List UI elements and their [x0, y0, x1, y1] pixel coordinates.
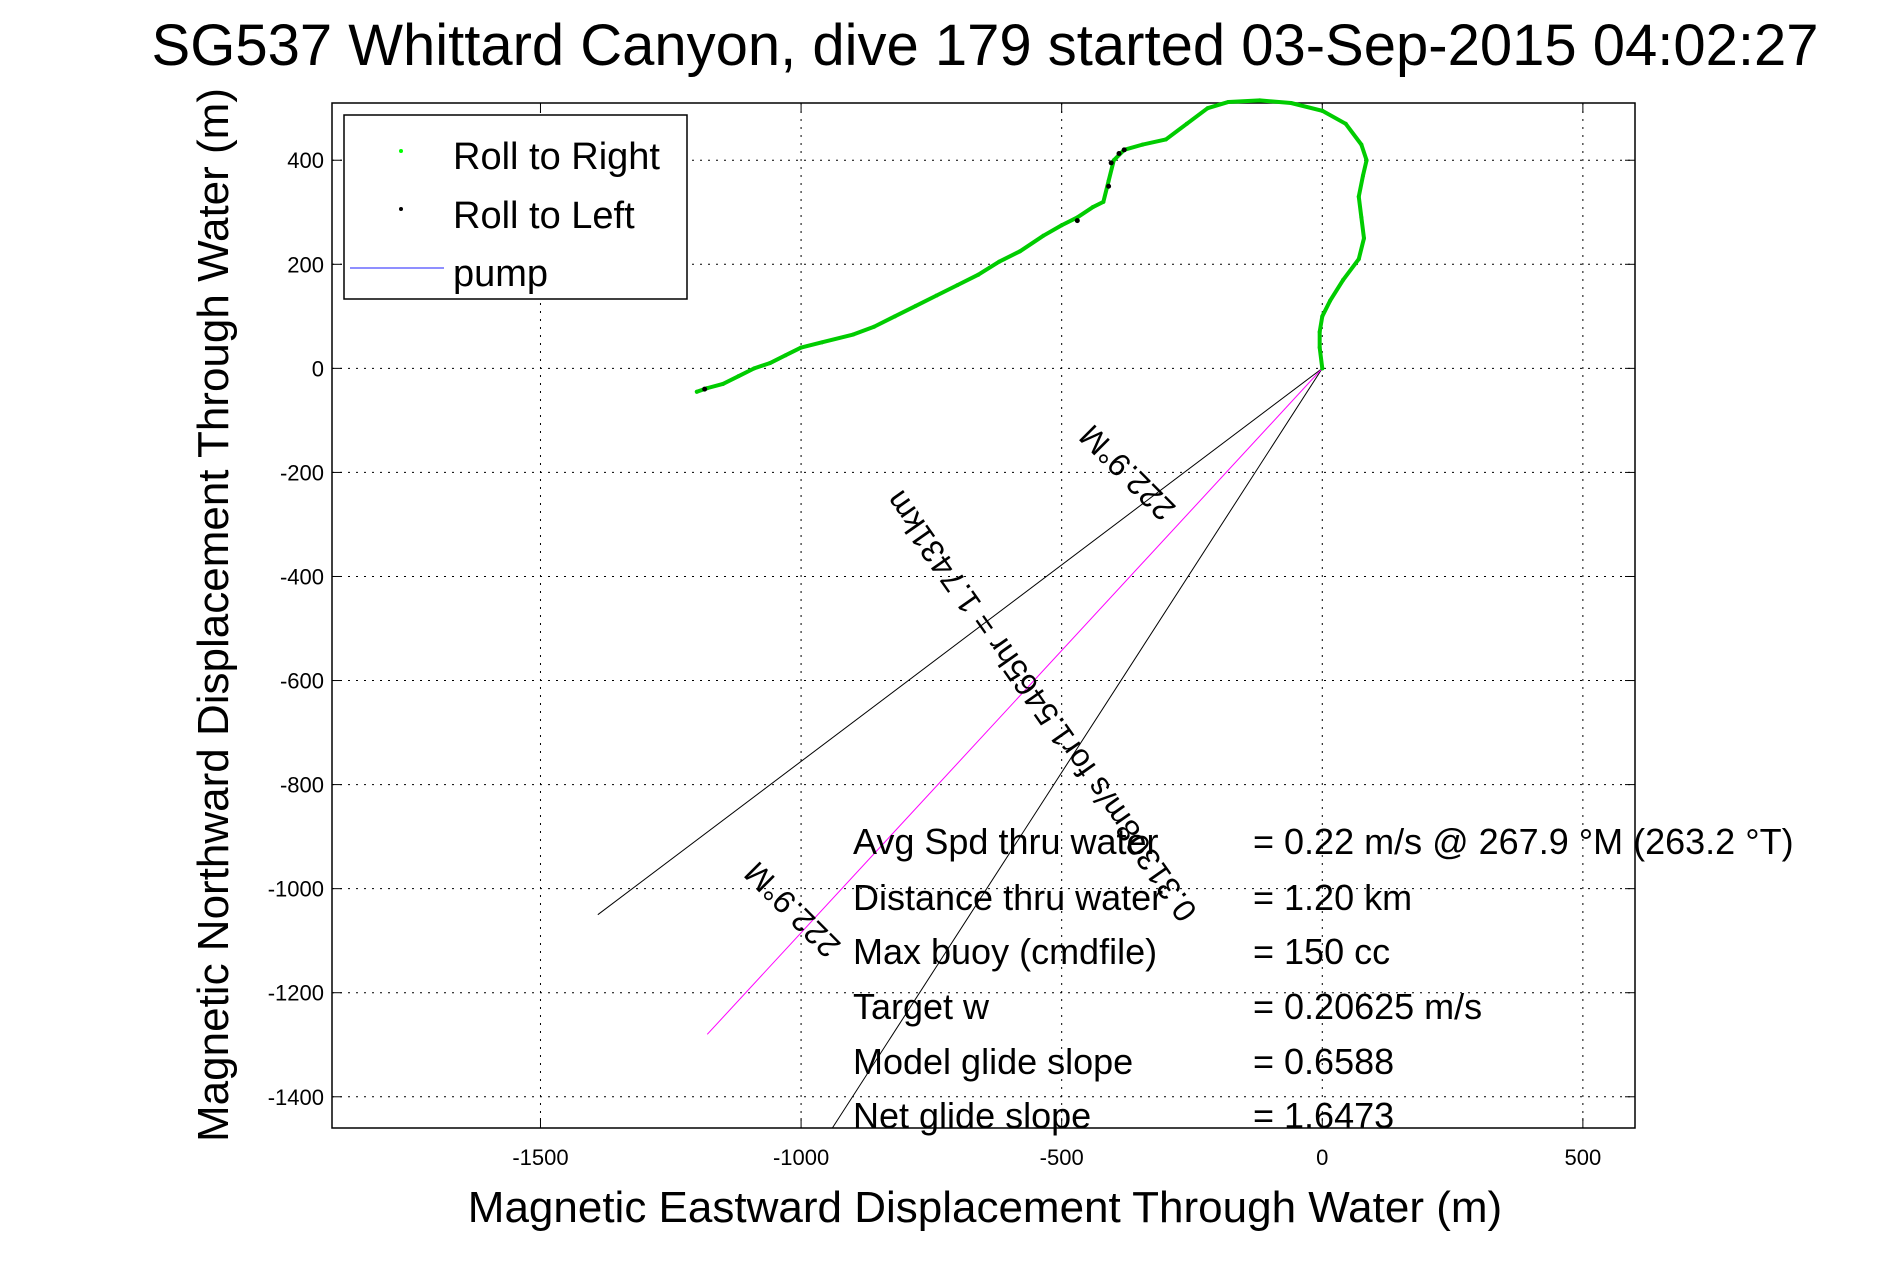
point-roll-right	[1360, 173, 1365, 178]
point-roll-right	[783, 353, 788, 358]
x-tick-label: 0	[1316, 1145, 1328, 1170]
legend-marker-roll-left	[399, 207, 403, 211]
y-axis-label: Magnetic Northward Displacement Through …	[189, 88, 238, 1142]
x-tick-label: 500	[1565, 1145, 1602, 1170]
legend-label-roll-right: Roll to Right	[453, 136, 660, 178]
point-roll-right	[1289, 101, 1294, 105]
point-roll-right	[1356, 194, 1361, 199]
point-roll-right	[1106, 179, 1111, 184]
point-roll-right	[1356, 257, 1361, 262]
x-axis-label: Magnetic Eastward Displacement Through W…	[468, 1183, 1502, 1232]
x-tick-label: -1500	[512, 1145, 568, 1170]
dive-stats: Avg Spd thru water = 0.22 m/s @ 267.9 °M…	[853, 821, 1794, 1136]
y-tick-label: -400	[280, 564, 324, 589]
point-roll-right	[1320, 108, 1325, 113]
point-roll-right	[1184, 121, 1189, 126]
y-tick-label: -200	[280, 460, 324, 485]
stat-label-distance: Distance thru water	[853, 877, 1163, 918]
point-roll-right	[934, 293, 939, 298]
point-roll-left	[702, 386, 708, 392]
heading-label-lower: 222.9°M	[737, 855, 847, 965]
heading-line-limit-2	[831, 368, 1323, 1129]
point-roll-right	[1163, 137, 1168, 142]
y-tick-label: 400	[287, 148, 324, 173]
point-roll-right	[1328, 298, 1333, 303]
point-roll-right	[1317, 345, 1322, 350]
point-roll-left	[1106, 183, 1112, 189]
heading-lines	[597, 367, 1323, 1129]
point-roll-right	[976, 272, 981, 277]
point-roll-right	[736, 374, 741, 379]
point-roll-right	[767, 361, 772, 366]
y-tick-label: 200	[287, 252, 324, 277]
data-series	[694, 98, 1369, 394]
point-roll-right	[851, 332, 856, 337]
point-roll-right	[1359, 142, 1364, 147]
stat-label-net-glide: Net glide slope	[853, 1095, 1091, 1136]
point-roll-right	[1140, 142, 1145, 147]
point-roll-right	[892, 314, 897, 319]
point-roll-right	[1205, 106, 1210, 111]
point-roll-right	[872, 324, 877, 329]
point-roll-right	[1101, 199, 1106, 204]
stat-value-model-glide: = 0.6588	[1253, 1041, 1394, 1082]
y-tick-label: -1400	[268, 1085, 324, 1110]
stat-value-net-glide: = 1.6473	[1253, 1095, 1394, 1136]
y-tick-label: -800	[280, 773, 324, 798]
point-roll-right	[694, 389, 699, 394]
stat-label-max-buoy: Max buoy (cmdfile)	[853, 931, 1157, 972]
point-roll-left	[1074, 218, 1080, 224]
stat-value-distance: = 1.20 km	[1253, 877, 1412, 918]
chart-title: SG537 Whittard Canyon, dive 179 started …	[152, 13, 1819, 78]
point-roll-left	[1116, 150, 1122, 156]
stat-value-avg-speed: = 0.22 m/s @ 267.9 °M (263.2 °T)	[1253, 821, 1794, 862]
stat-value-max-buoy: = 150 cc	[1253, 931, 1390, 972]
y-tick-label: -1000	[268, 877, 324, 902]
point-roll-right	[997, 259, 1002, 264]
y-tick-label: -600	[280, 669, 324, 694]
point-roll-right	[1361, 236, 1366, 241]
point-roll-right	[799, 345, 804, 350]
legend-label-pump: pump	[453, 253, 548, 295]
point-roll-right	[1257, 98, 1262, 103]
point-roll-right	[1343, 121, 1348, 126]
stat-label-model-glide: Model glide slope	[853, 1041, 1133, 1082]
point-roll-right	[1226, 99, 1231, 104]
point-roll-right	[1320, 366, 1325, 371]
point-roll-right	[752, 366, 757, 371]
legend: Roll to Right Roll to Left pump	[343, 114, 688, 300]
stat-value-target-w: = 0.20625 m/s	[1253, 986, 1482, 1027]
point-roll-left	[1121, 147, 1127, 153]
point-roll-right	[1059, 223, 1064, 228]
x-tick-label: -1000	[773, 1145, 829, 1170]
point-roll-right	[1341, 277, 1346, 282]
point-roll-right	[1090, 205, 1095, 210]
point-roll-right	[1317, 329, 1322, 334]
point-roll-right	[955, 283, 960, 288]
point-roll-right	[819, 340, 824, 345]
point-roll-right	[1320, 314, 1325, 319]
track-line-roll-right	[694, 98, 1369, 394]
point-roll-left	[1108, 160, 1114, 166]
x-tick-label: -500	[1040, 1145, 1084, 1170]
legend-marker-roll-right	[399, 149, 403, 153]
point-roll-right	[1359, 215, 1364, 220]
point-roll-right	[1017, 249, 1022, 254]
y-tick-label: 0	[312, 356, 324, 381]
stat-label-avg-speed: Avg Spd thru water	[853, 821, 1159, 862]
heading-line-limit-1	[597, 367, 1323, 916]
point-roll-right	[913, 303, 918, 308]
point-roll-right	[720, 381, 725, 386]
point-roll-right	[1041, 233, 1046, 238]
point-roll-right	[1364, 158, 1369, 163]
heading-line-track	[706, 368, 1323, 1035]
legend-label-roll-left: Roll to Left	[453, 195, 635, 237]
stat-label-target-w: Target w	[853, 986, 990, 1027]
axis-ticks: -1500 -1000 -500 0 500 400 200 0 -200 -400 -600 -80…	[268, 103, 1635, 1170]
y-tick-label: -1200	[268, 981, 324, 1006]
plot-frame	[331, 102, 1636, 1129]
